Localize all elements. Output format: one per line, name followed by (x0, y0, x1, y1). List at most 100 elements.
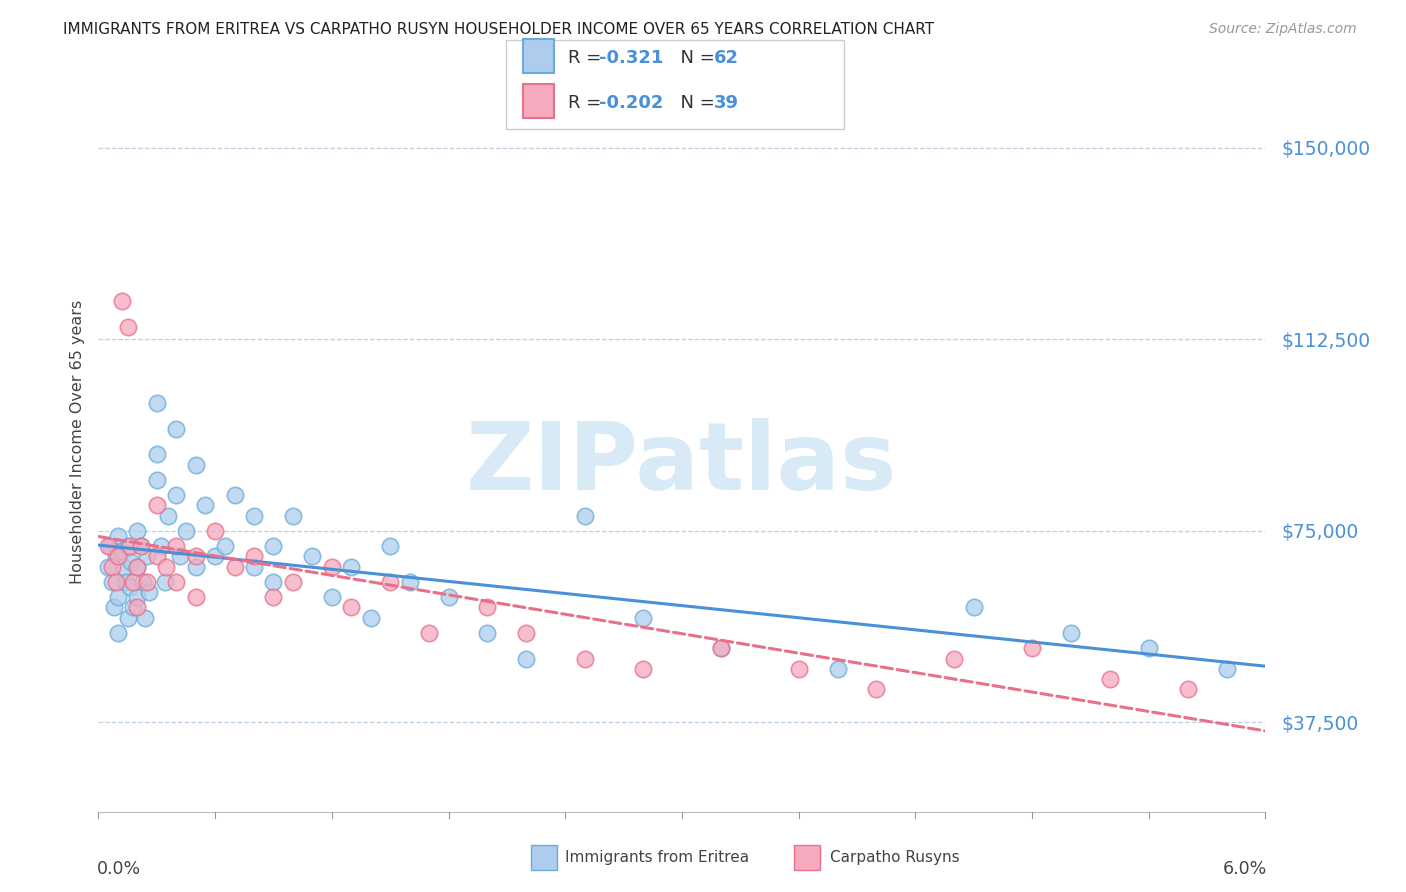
Text: 62: 62 (714, 49, 740, 67)
Point (574, 651, 596, 665)
Point (118, 580, 141, 594)
Point (477, 626, 499, 640)
Point (157, 508, 180, 523)
Point (380, 539, 402, 553)
Y-axis label: Householder Income Over 65 years: Householder Income Over 65 years (69, 300, 84, 583)
Text: -0.202: -0.202 (599, 94, 664, 112)
Point (204, 549, 226, 564)
Text: 0.0%: 0.0% (97, 860, 142, 878)
Text: Immigrants from Eritrea: Immigrants from Eritrea (565, 850, 749, 864)
Point (194, 499, 217, 513)
Point (262, 539, 284, 553)
Point (214, 539, 236, 553)
Point (243, 559, 266, 574)
Point (127, 524, 149, 538)
Point (165, 488, 187, 502)
Point (360, 610, 382, 624)
Point (127, 559, 149, 574)
Point (169, 549, 191, 564)
Point (184, 549, 207, 564)
Point (122, 574, 145, 589)
Point (138, 585, 160, 599)
Point (114, 574, 136, 589)
Point (118, 539, 141, 553)
Point (132, 574, 155, 589)
Point (165, 539, 187, 553)
Text: 6.0%: 6.0% (1222, 860, 1267, 878)
Point (117, 539, 139, 553)
Point (184, 591, 207, 605)
Text: 39: 39 (714, 94, 740, 112)
Point (787, 662, 810, 676)
Point (127, 559, 149, 574)
Point (111, 294, 134, 309)
Point (1177, 682, 1199, 697)
Point (262, 591, 284, 605)
Point (122, 600, 145, 615)
Text: Carpatho Rusyns: Carpatho Rusyns (830, 850, 959, 864)
Point (146, 473, 169, 487)
Point (121, 555, 143, 569)
Point (515, 651, 537, 665)
Point (107, 529, 129, 543)
Point (243, 549, 266, 564)
Point (174, 524, 197, 538)
Point (129, 539, 152, 553)
Point (101, 559, 124, 574)
Point (146, 499, 169, 513)
Point (184, 559, 207, 574)
Point (98, 539, 121, 553)
Text: N =: N = (669, 49, 721, 67)
Point (418, 626, 440, 640)
Point (574, 508, 596, 523)
Point (321, 559, 343, 574)
Point (112, 559, 135, 574)
Point (107, 626, 129, 640)
Text: R =: R = (568, 94, 607, 112)
Text: -0.321: -0.321 (599, 49, 664, 67)
Text: R =: R = (568, 49, 607, 67)
Point (153, 574, 176, 589)
Point (101, 574, 124, 589)
Point (136, 574, 159, 589)
Point (340, 559, 363, 574)
Point (224, 488, 246, 502)
Point (243, 508, 266, 523)
Point (155, 559, 177, 574)
Point (136, 549, 159, 564)
Point (117, 610, 139, 624)
Point (1137, 641, 1160, 656)
Point (477, 600, 499, 615)
Point (1060, 626, 1083, 640)
Point (104, 574, 127, 589)
Point (943, 651, 966, 665)
Point (103, 600, 125, 615)
Point (1021, 641, 1043, 656)
Point (129, 539, 152, 553)
Point (204, 524, 226, 538)
Point (827, 662, 849, 676)
Point (146, 447, 169, 461)
Text: ZIPatlas: ZIPatlas (467, 417, 897, 509)
Point (281, 574, 304, 589)
Text: IMMIGRANTS FROM ERITREA VS CARPATHO RUSYN HOUSEHOLDER INCOME OVER 65 YEARS CORRE: IMMIGRANTS FROM ERITREA VS CARPATHO RUSY… (63, 22, 935, 37)
Point (865, 682, 887, 697)
Point (97, 559, 120, 574)
Point (1098, 672, 1121, 686)
Point (146, 396, 169, 410)
Point (107, 591, 129, 605)
Point (149, 539, 172, 553)
Point (107, 549, 129, 564)
Point (710, 641, 733, 656)
Point (146, 549, 169, 564)
Point (104, 549, 127, 564)
Point (127, 600, 149, 615)
Point (321, 591, 343, 605)
Point (117, 319, 139, 334)
Point (515, 626, 537, 640)
Point (165, 574, 187, 589)
Point (340, 600, 363, 615)
Point (301, 549, 323, 564)
Point (127, 591, 149, 605)
Point (224, 559, 246, 574)
